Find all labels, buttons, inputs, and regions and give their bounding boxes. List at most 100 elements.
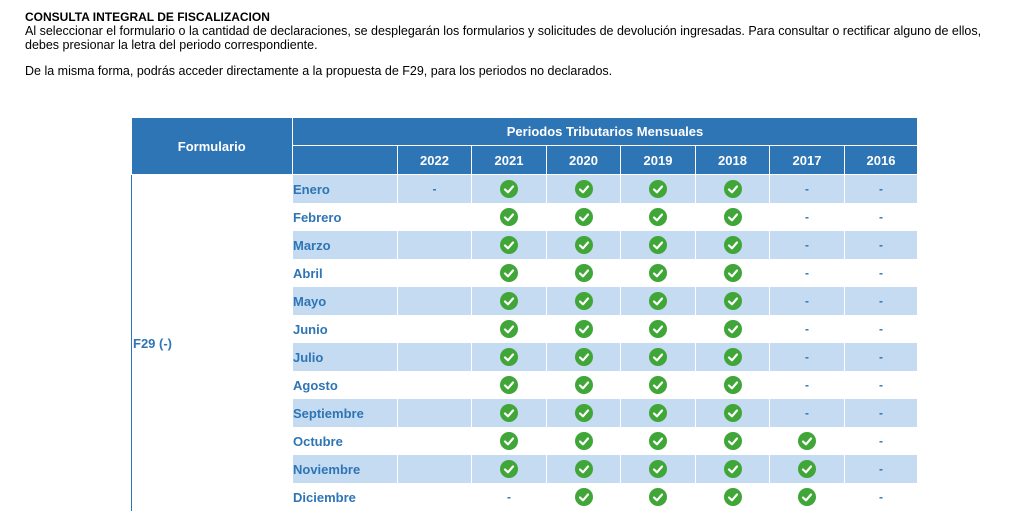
month-label[interactable]: Septiembre — [292, 399, 398, 427]
check-circle-icon[interactable] — [723, 264, 742, 282]
check-circle-icon[interactable] — [574, 348, 593, 366]
check-circle-icon[interactable] — [723, 208, 742, 226]
check-circle-icon[interactable] — [649, 292, 667, 310]
period-cell-2020[interactable] — [546, 259, 621, 287]
check-circle-icon[interactable] — [798, 460, 816, 478]
month-label[interactable]: Abril — [292, 259, 398, 287]
check-circle-icon[interactable] — [649, 208, 667, 226]
check-circle-icon[interactable] — [723, 236, 742, 254]
period-cell-2019[interactable] — [620, 371, 696, 399]
check-circle-icon[interactable] — [500, 376, 518, 394]
period-cell-2018[interactable] — [695, 343, 770, 371]
period-cell-2019[interactable] — [620, 455, 696, 483]
check-circle-icon[interactable] — [798, 488, 816, 506]
check-circle-icon[interactable] — [574, 320, 593, 338]
month-label[interactable]: Julio — [292, 343, 398, 371]
period-cell-2017[interactable] — [769, 455, 845, 483]
period-cell-2018[interactable] — [695, 483, 770, 511]
check-circle-icon[interactable] — [574, 180, 593, 198]
period-cell-2020[interactable] — [546, 343, 621, 371]
check-circle-icon[interactable] — [574, 488, 593, 506]
month-label[interactable]: Mayo — [292, 287, 398, 315]
period-cell-2021[interactable] — [471, 174, 547, 203]
period-cell-2019[interactable] — [620, 174, 696, 203]
period-cell-2020[interactable] — [546, 455, 621, 483]
period-cell-2020[interactable] — [546, 483, 621, 511]
check-circle-icon[interactable] — [574, 208, 593, 226]
period-cell-2018[interactable] — [695, 174, 770, 203]
period-cell-2018[interactable] — [695, 455, 770, 483]
period-cell-2021[interactable] — [471, 231, 547, 259]
period-cell-2021[interactable] — [471, 399, 547, 427]
month-label[interactable]: Enero — [292, 174, 398, 203]
check-circle-icon[interactable] — [574, 264, 593, 282]
check-circle-icon[interactable] — [723, 348, 742, 366]
period-cell-2020[interactable] — [546, 399, 621, 427]
period-cell-2020[interactable] — [546, 427, 621, 455]
check-circle-icon[interactable] — [574, 292, 593, 310]
check-circle-icon[interactable] — [649, 460, 667, 478]
period-cell-2021[interactable] — [471, 287, 547, 315]
period-cell-2019[interactable] — [620, 483, 696, 511]
check-circle-icon[interactable] — [649, 236, 667, 254]
period-cell-2019[interactable] — [620, 315, 696, 343]
check-circle-icon[interactable] — [723, 432, 742, 450]
period-cell-2018[interactable] — [695, 371, 770, 399]
period-cell-2018[interactable] — [695, 203, 770, 231]
period-cell-2018[interactable] — [695, 399, 770, 427]
period-cell-2021[interactable] — [471, 259, 547, 287]
month-label[interactable]: Febrero — [292, 203, 398, 231]
check-circle-icon[interactable] — [798, 432, 816, 450]
month-label[interactable]: Noviembre — [292, 455, 398, 483]
period-cell-2017[interactable] — [769, 483, 845, 511]
check-circle-icon[interactable] — [574, 404, 593, 422]
check-circle-icon[interactable] — [649, 180, 667, 198]
check-circle-icon[interactable] — [574, 236, 593, 254]
check-circle-icon[interactable] — [649, 320, 667, 338]
check-circle-icon[interactable] — [723, 292, 742, 310]
month-label[interactable]: Marzo — [292, 231, 398, 259]
period-cell-2020[interactable] — [546, 203, 621, 231]
check-circle-icon[interactable] — [574, 432, 593, 450]
period-cell-2018[interactable] — [695, 259, 770, 287]
period-cell-2020[interactable] — [546, 231, 621, 259]
period-cell-2020[interactable] — [546, 371, 621, 399]
period-cell-2019[interactable] — [620, 259, 696, 287]
check-circle-icon[interactable] — [723, 460, 742, 478]
period-cell-2017[interactable] — [769, 427, 845, 455]
check-circle-icon[interactable] — [723, 320, 742, 338]
period-cell-2021[interactable] — [471, 371, 547, 399]
period-cell-2019[interactable] — [620, 287, 696, 315]
check-circle-icon[interactable] — [723, 488, 742, 506]
month-label[interactable]: Junio — [292, 315, 398, 343]
check-circle-icon[interactable] — [500, 208, 518, 226]
period-cell-2019[interactable] — [620, 203, 696, 231]
check-circle-icon[interactable] — [723, 404, 742, 422]
check-circle-icon[interactable] — [723, 180, 742, 198]
period-cell-2018[interactable] — [695, 287, 770, 315]
period-cell-2018[interactable] — [695, 427, 770, 455]
check-circle-icon[interactable] — [649, 264, 667, 282]
check-circle-icon[interactable] — [500, 348, 518, 366]
period-cell-2019[interactable] — [620, 231, 696, 259]
check-circle-icon[interactable] — [500, 264, 518, 282]
period-cell-2018[interactable] — [695, 315, 770, 343]
check-circle-icon[interactable] — [500, 460, 518, 478]
period-cell-2021[interactable] — [471, 427, 547, 455]
month-label[interactable]: Agosto — [292, 371, 398, 399]
check-circle-icon[interactable] — [500, 180, 518, 198]
period-cell-2019[interactable] — [620, 427, 696, 455]
check-circle-icon[interactable] — [574, 376, 593, 394]
period-cell-2021[interactable] — [471, 343, 547, 371]
check-circle-icon[interactable] — [649, 488, 667, 506]
check-circle-icon[interactable] — [500, 236, 518, 254]
check-circle-icon[interactable] — [500, 404, 518, 422]
month-label[interactable]: Octubre — [292, 427, 398, 455]
period-cell-2019[interactable] — [620, 399, 696, 427]
period-cell-2021[interactable] — [471, 203, 547, 231]
form-f29-link[interactable]: F29 (-) — [133, 335, 172, 351]
period-cell-2018[interactable] — [695, 231, 770, 259]
check-circle-icon[interactable] — [649, 404, 667, 422]
period-cell-2019[interactable] — [620, 343, 696, 371]
check-circle-icon[interactable] — [649, 432, 667, 450]
